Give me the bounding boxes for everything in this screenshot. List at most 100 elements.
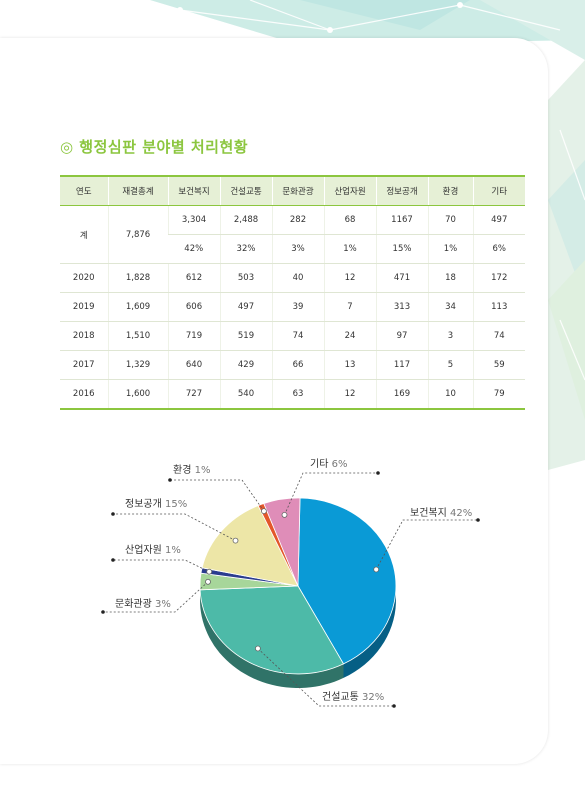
table-cell: 1% bbox=[323, 234, 376, 264]
leader-end-dot bbox=[376, 471, 380, 475]
header-cell: 문화관광 bbox=[271, 175, 324, 206]
leader-end-dot bbox=[168, 478, 172, 482]
leader-line bbox=[113, 513, 236, 541]
table-cell: 3 bbox=[427, 321, 473, 351]
table-cell: 2020 bbox=[60, 263, 108, 293]
table-cell: 66 bbox=[271, 350, 324, 380]
table-row: 2018 1,510 719 519 74 24 97 3 74 bbox=[60, 321, 525, 351]
header-cell: 건설교통 bbox=[219, 175, 272, 206]
table-cell: 2018 bbox=[60, 321, 108, 351]
slice-label-pct: 1% bbox=[165, 545, 181, 556]
pie-slice-side bbox=[200, 589, 344, 688]
leader-dot bbox=[373, 566, 380, 573]
header-cell: 연도 bbox=[60, 175, 108, 206]
header-cell: 산업자원 bbox=[323, 175, 376, 206]
table-cell: 497 bbox=[219, 292, 272, 322]
table-cell: 5 bbox=[427, 350, 473, 380]
table-cell: 497 bbox=[472, 205, 525, 235]
slice-label: 정보공개 15% bbox=[125, 498, 187, 510]
table-cell: 70 bbox=[427, 205, 473, 235]
leader-line bbox=[103, 581, 209, 613]
pie-slice bbox=[199, 585, 345, 675]
table-cell: 32% bbox=[219, 234, 272, 264]
table-cell: 13 bbox=[323, 350, 376, 380]
table-cell: 12 bbox=[323, 263, 376, 293]
table-cell: 1,609 bbox=[107, 292, 168, 322]
table-cell: 10 bbox=[427, 379, 473, 410]
table-cell: 97 bbox=[375, 321, 428, 351]
slice-label-pct: 6% bbox=[332, 459, 348, 470]
table-cell: 2017 bbox=[60, 350, 108, 380]
header-cell: 정보공개 bbox=[375, 175, 428, 206]
leader-end-dot bbox=[392, 704, 396, 708]
table-cell: 3,304 bbox=[167, 205, 220, 235]
table-cell: 313 bbox=[375, 292, 428, 322]
table-cell: 6% bbox=[472, 234, 525, 264]
leader-dot bbox=[232, 537, 239, 544]
total-label: 계 bbox=[60, 205, 108, 264]
slice-label-name: 정보공개 bbox=[125, 498, 165, 510]
table-cell: 1167 bbox=[375, 205, 428, 235]
table-row: 2017 1,329 640 429 66 13 117 5 59 bbox=[60, 350, 525, 380]
table-cell: 3% bbox=[271, 234, 324, 264]
leader-line bbox=[257, 648, 394, 707]
leader-dot bbox=[260, 508, 267, 514]
table-cell: 39 bbox=[271, 292, 324, 322]
table-cell: 2019 bbox=[60, 292, 108, 322]
table-cell: 471 bbox=[375, 263, 428, 293]
slice-label-pct: 32% bbox=[362, 692, 384, 703]
slice-label: 기타 6% bbox=[310, 458, 347, 470]
pie-slice bbox=[201, 505, 299, 587]
slice-label-name: 환경 bbox=[173, 463, 195, 476]
table-cell: 15% bbox=[375, 234, 428, 264]
slice-label: 보건복지 42% bbox=[410, 507, 472, 519]
header-cell: 환경 bbox=[427, 175, 473, 206]
table-row-total-counts: 계 7,876 3,304 2,488 282 68 1167 70 497 bbox=[60, 205, 525, 264]
table-cell: 727 bbox=[167, 379, 220, 410]
leader-dot bbox=[206, 568, 213, 575]
slice-label-pct: 3% bbox=[155, 599, 171, 610]
table-cell: 172 bbox=[472, 263, 525, 293]
slice-label: 건설교통 32% bbox=[322, 691, 384, 703]
table-row: 2020 1,828 612 503 40 12 471 18 172 bbox=[60, 263, 525, 293]
table-cell: 79 bbox=[472, 379, 525, 410]
table-cell: 540 bbox=[219, 379, 272, 410]
table-cell: 606 bbox=[167, 292, 220, 322]
slice-label-pct: 42% bbox=[450, 508, 472, 519]
table-cell: 1,329 bbox=[107, 350, 168, 380]
slice-label-pct: 15% bbox=[165, 499, 187, 510]
pie-slice-side bbox=[343, 588, 396, 678]
statistics-table: 연도 재결총계 보건복지 건설교통 문화관광 산업자원 정보공개 환경 기타 계… bbox=[60, 175, 525, 410]
table-cell: 18 bbox=[427, 263, 473, 293]
leader-end-dot bbox=[101, 610, 105, 614]
table-cell: 640 bbox=[167, 350, 220, 380]
leader-dot bbox=[281, 512, 288, 518]
table-cell: 2,488 bbox=[219, 205, 272, 235]
header-cell: 보건복지 bbox=[167, 175, 220, 206]
table-cell: 1,510 bbox=[107, 321, 168, 351]
table-header-row: 연도 재결총계 보건복지 건설교통 문화관광 산업자원 정보공개 환경 기타 bbox=[60, 175, 525, 206]
slice-label: 산업자원 1% bbox=[125, 543, 181, 556]
table-row: 2016 1,600 727 540 63 12 169 10 79 bbox=[60, 379, 525, 410]
pie-slice bbox=[297, 497, 397, 665]
slice-label-name: 기타 bbox=[310, 458, 332, 470]
table-cell: 117 bbox=[375, 350, 428, 380]
leader-end-dot bbox=[111, 512, 115, 516]
table-cell: 68 bbox=[323, 205, 376, 235]
table-cell: 113 bbox=[472, 292, 525, 322]
table-cell: 59 bbox=[472, 350, 525, 380]
leader-line bbox=[170, 479, 265, 512]
slice-label-name: 보건복지 bbox=[410, 507, 450, 519]
leader-end-dot bbox=[111, 558, 115, 562]
leader-dot bbox=[205, 578, 211, 585]
slice-label-pct: 1% bbox=[195, 465, 211, 476]
leader-line bbox=[284, 472, 378, 516]
slice-label: 문화관광 3% bbox=[115, 598, 171, 610]
table-cell: 429 bbox=[219, 350, 272, 380]
table-cell: 24 bbox=[323, 321, 376, 351]
table-cell: 74 bbox=[472, 321, 525, 351]
leader-line bbox=[113, 559, 210, 573]
table-cell: 282 bbox=[271, 205, 324, 235]
table-row-total-percents: 42% 32% 3% 1% 15% 1% 6% bbox=[60, 234, 525, 264]
total-sum: 7,876 bbox=[107, 205, 168, 264]
